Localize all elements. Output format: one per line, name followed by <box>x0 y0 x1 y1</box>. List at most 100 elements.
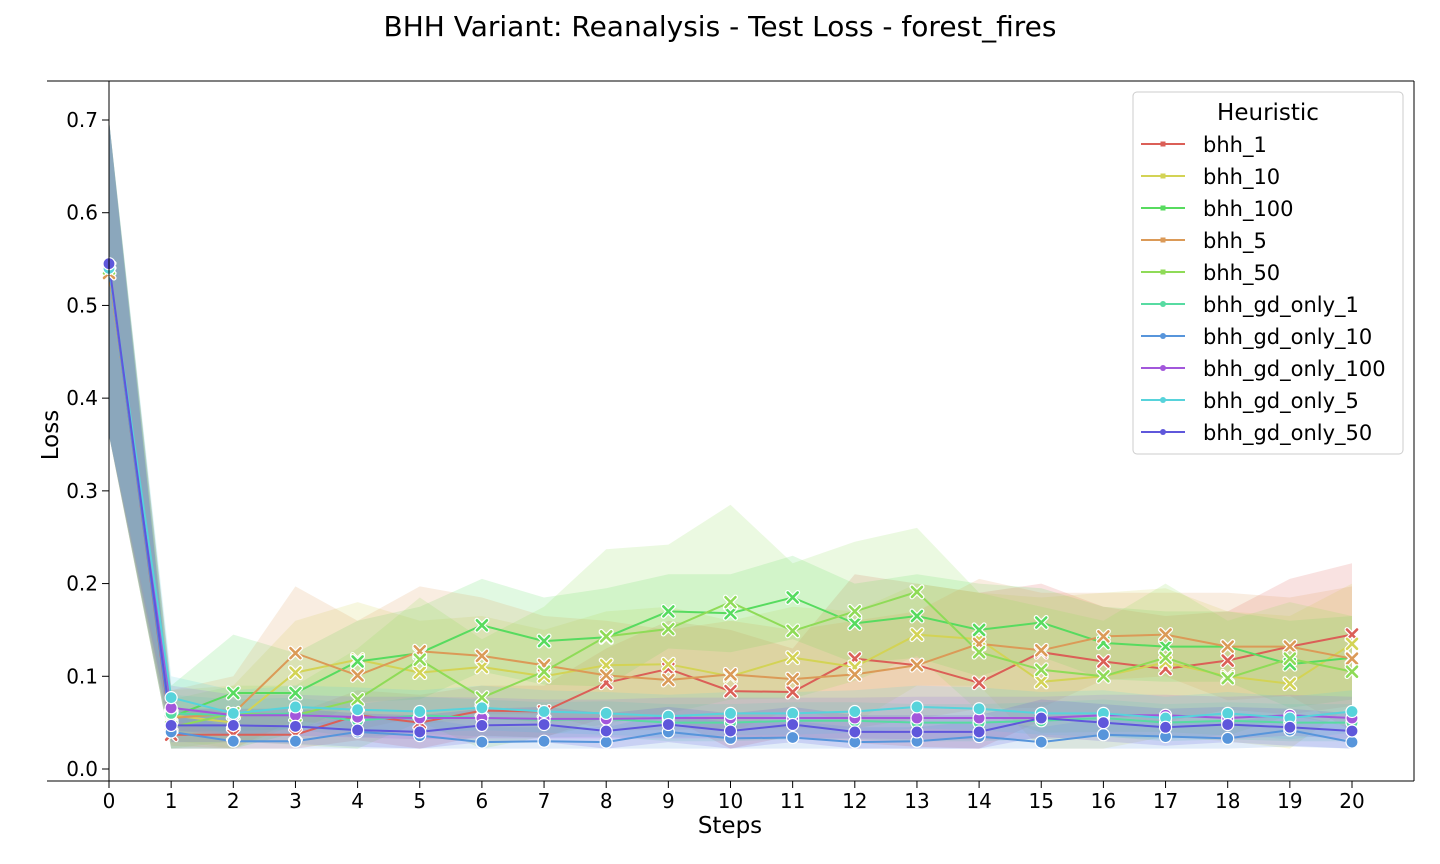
point-bhh_100 <box>474 617 490 633</box>
point-bhh_gd_only_5 <box>910 700 924 714</box>
point-bhh_10 <box>598 657 614 673</box>
legend-marker <box>1160 205 1166 211</box>
marker-x <box>848 668 862 681</box>
point-bhh_gd_only_5 <box>848 704 862 719</box>
point-bhh_gd_only_10 <box>226 734 240 748</box>
marker-x <box>662 673 675 687</box>
point-bhh_10 <box>909 627 925 643</box>
marker-x <box>475 660 489 674</box>
x-tick-label: 8 <box>600 789 613 813</box>
point-bhh_50 <box>1095 668 1111 684</box>
axes: 0.00.10.20.30.40.50.60.70 1 2 3 4 5 6 7 8 9 10 11 12… <box>38 80 1415 839</box>
legend: Heuristic bhh_1 bhh_10 bhh_100 bhh_5 bhh_50bh… <box>1132 91 1404 455</box>
point-bhh_gd_only_5 <box>786 706 800 720</box>
marker-x <box>289 646 302 660</box>
legend-title: Heuristic <box>1217 100 1319 126</box>
marker-x <box>1097 630 1110 643</box>
marker-x <box>351 669 364 682</box>
point-bhh_100 <box>785 589 801 605</box>
point-bhh_50 <box>1158 650 1174 666</box>
point-bhh_10 <box>1344 636 1360 652</box>
point-bhh_50 <box>1220 670 1236 686</box>
marker-x <box>662 657 675 671</box>
point-bhh_gd_only_100 <box>910 711 924 725</box>
point-bhh_50 <box>785 623 801 639</box>
x-tick-label: 17 <box>1153 789 1178 813</box>
marker-x <box>910 585 924 599</box>
x-tick-label: 15 <box>1029 789 1054 813</box>
marker-x <box>1097 669 1110 683</box>
marker-x <box>786 685 799 699</box>
point-bhh_gd_only_50 <box>1158 720 1173 734</box>
marker-x <box>662 622 675 636</box>
point-bhh_100 <box>971 622 987 638</box>
legend-marker <box>1160 301 1166 307</box>
marker-x <box>1345 652 1359 665</box>
point-bhh_gd_only_10 <box>475 735 489 749</box>
point-bhh_50 <box>971 644 987 660</box>
marker-x <box>1097 655 1110 668</box>
legend-marker <box>1160 237 1166 243</box>
y-tick-label: 0.7 <box>66 108 98 132</box>
point-bhh_50 <box>1344 664 1360 680</box>
legend-item: bhh_gd_only_50 <box>1141 421 1372 446</box>
marker-x <box>724 668 737 681</box>
point-bhh_gd_only_50 <box>661 717 675 732</box>
legend-label: bhh_gd_only_5 <box>1203 389 1359 414</box>
marker-x <box>475 649 489 663</box>
point-bhh_gd_only_10 <box>1221 731 1235 746</box>
point-bhh_50 <box>350 691 366 707</box>
point-bhh_gd_only_50 <box>475 718 489 733</box>
point-bhh_100 <box>847 615 863 631</box>
point-bhh_100 <box>909 608 925 624</box>
point-bhh_1 <box>1095 653 1111 669</box>
band-bhh_1 <box>109 120 1352 749</box>
legend-label: bhh_gd_only_100 <box>1203 357 1386 382</box>
marker-x <box>1159 640 1172 653</box>
legend-label: bhh_50 <box>1203 261 1280 286</box>
point-bhh_gd_only_50 <box>1221 717 1235 732</box>
x-tick-label: 20 <box>1339 789 1364 813</box>
point-bhh_100 <box>225 685 241 701</box>
point-bhh_gd_only_50 <box>723 724 738 738</box>
marker-x <box>724 606 737 620</box>
point-bhh_5 <box>847 666 863 682</box>
legend-marker <box>1160 397 1166 403</box>
point-bhh_5 <box>598 667 614 683</box>
point-bhh_50 <box>598 628 614 644</box>
legend-item: bhh_50 <box>1141 261 1280 286</box>
marker-x <box>848 617 862 630</box>
band-bhh_100 <box>109 120 1352 749</box>
point-bhh_gd_only_50 <box>599 724 613 738</box>
marker-x <box>1221 654 1234 667</box>
marker-x <box>413 653 427 666</box>
point-bhh_gd_only_50 <box>1283 720 1297 734</box>
point-bhh_5 <box>723 666 738 682</box>
point-bhh_100 <box>723 605 738 621</box>
legend-marker <box>1160 173 1166 179</box>
point-bhh_gd_only_5 <box>164 691 178 705</box>
x-tick-label: 2 <box>227 789 240 813</box>
point-bhh_gd_only_5 <box>351 703 365 717</box>
point-bhh_10 <box>1033 674 1049 690</box>
marker-x <box>662 605 675 618</box>
point-bhh_gd_only_50 <box>910 725 924 739</box>
point-bhh_5 <box>1095 628 1111 644</box>
point-bhh_gd_only_50 <box>786 717 800 732</box>
marker-x <box>475 691 489 704</box>
point-bhh_gd_only_50 <box>164 718 178 733</box>
x-tick-label: 9 <box>662 789 675 813</box>
y-tick-label: 0.2 <box>66 572 98 596</box>
point-bhh_10 <box>287 665 303 681</box>
band-bhh_10 <box>109 120 1352 749</box>
marker-x <box>848 605 862 618</box>
marker-x <box>351 655 364 668</box>
marker-x <box>972 645 986 659</box>
legend-label: bhh_gd_only_1 <box>1203 293 1359 318</box>
marker-x <box>537 634 551 648</box>
marker-x <box>599 658 613 672</box>
point-bhh_gd_only_50 <box>413 725 427 739</box>
x-tick-label: 14 <box>966 789 991 813</box>
point-bhh_gd_only_50 <box>848 725 862 739</box>
legend-item: bhh_1 <box>1141 133 1267 158</box>
